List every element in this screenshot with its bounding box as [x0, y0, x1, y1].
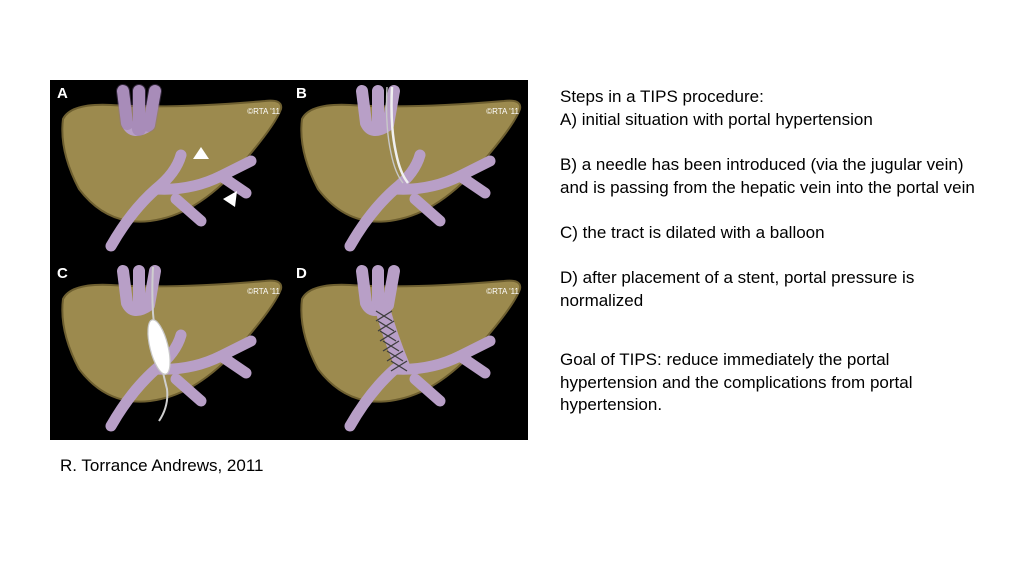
caption-heading: Steps in a TIPS procedure: [560, 86, 980, 109]
panel-a: A ©RTA '11 [51, 81, 288, 259]
caption-step-a: A) initial situation with portal hyperte… [560, 109, 980, 132]
panel-d-watermark: ©RTA '11 [486, 287, 519, 296]
caption-text: Steps in a TIPS procedure: A) initial si… [560, 86, 980, 439]
caption-step-c: C) the tract is dilated with a balloon [560, 222, 980, 245]
hepatic-vein-icon [362, 91, 394, 130]
panel-a-watermark: ©RTA '11 [247, 107, 280, 116]
citation-text: R. Torrance Andrews, 2011 [60, 456, 264, 476]
panel-b: B ©RTA '11 [290, 81, 527, 259]
panel-b-label: B [296, 85, 307, 102]
hepatic-vein-icon [123, 271, 155, 310]
caption-step-d: D) after placement of a stent, portal pr… [560, 267, 980, 313]
caption-step-b: B) a needle has been introduced (via the… [560, 154, 980, 200]
arrow-icon [223, 191, 237, 207]
panel-c-label: C [57, 265, 68, 282]
panel-c-watermark: ©RTA '11 [247, 287, 280, 296]
tips-procedure-figure: A ©RTA '11 B ©RTA '11 C ©RTA [50, 80, 528, 440]
panel-d-label: D [296, 265, 307, 282]
panel-d: D ©RTA '11 [290, 261, 527, 439]
panel-b-watermark: ©RTA '11 [486, 107, 519, 116]
caption-goal: Goal of TIPS: reduce immediately the por… [560, 349, 980, 418]
panel-a-label: A [57, 85, 68, 102]
panel-c: C ©RTA '11 [51, 261, 288, 439]
